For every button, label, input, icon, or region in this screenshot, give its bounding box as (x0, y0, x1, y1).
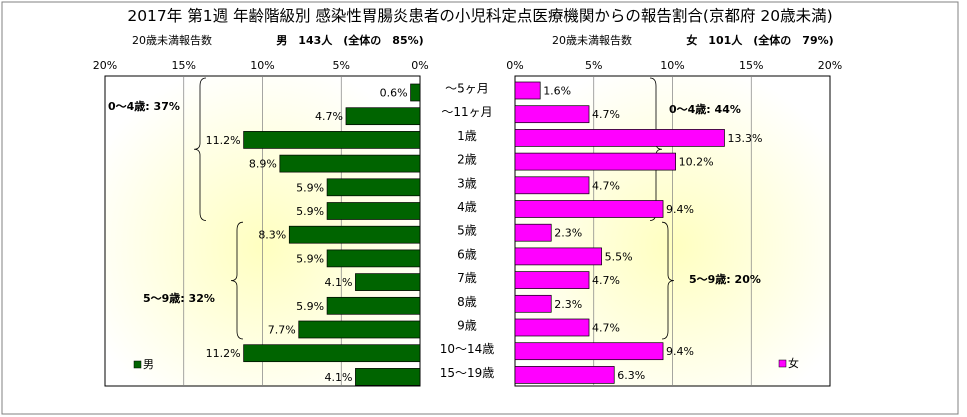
male-bar (279, 154, 421, 173)
female-bar-value-label: 6.3% (617, 369, 645, 382)
female-legend-label: 女 (788, 356, 799, 370)
male-bar (410, 83, 421, 102)
male-bracket-5-9 (230, 221, 244, 340)
male-x-tick-label: 20% (93, 59, 117, 72)
male-annotation-5-9: 5～9歳: 32% (143, 291, 215, 305)
male-bar (355, 273, 421, 291)
male-bar-value-label: 11.2% (206, 347, 241, 360)
male-x-tick-label: 0% (411, 59, 428, 72)
female-bar (514, 129, 725, 147)
age-category-label: 5歳 (457, 224, 477, 238)
female-bar-value-label: 1.6% (543, 85, 571, 98)
female-legend-swatch (778, 359, 787, 368)
age-category-label: ～11ヶ月 (441, 105, 492, 119)
female-bar-value-label: 2.3% (554, 298, 582, 311)
female-bar-value-label: 4.7% (592, 274, 620, 287)
age-category-label: ～5ヶ月 (445, 82, 489, 96)
female-x-tick-label: 0% (506, 59, 523, 72)
female-bracket-5-9 (661, 221, 675, 340)
female-x-tick-label: 20% (818, 59, 842, 72)
female-bar (514, 200, 664, 218)
age-category-label: 2歳 (457, 153, 477, 167)
female-bar (514, 294, 552, 313)
age-category-label: 9歳 (457, 319, 477, 333)
male-bar-value-label: 8.9% (249, 158, 277, 171)
female-bar-value-label: 13.3% (727, 132, 762, 145)
female-bar-value-label: 2.3% (554, 227, 582, 240)
male-x-tick-label: 10% (250, 59, 274, 72)
age-category-label: 15～19歳 (440, 366, 495, 380)
male-bar (298, 320, 421, 339)
female-bar (514, 105, 590, 124)
male-x-tick-label: 15% (172, 59, 196, 72)
left-header-label: 20歳未満報告数 (132, 34, 212, 47)
male-bar (243, 344, 421, 363)
male-bar (326, 249, 421, 268)
female-bar-value-label: 10.2% (679, 156, 714, 169)
female-bar (514, 223, 552, 242)
male-bar-value-label: 5.9% (296, 252, 324, 265)
female-bar (514, 318, 590, 337)
male-annotation-0-4: 0～4歳: 37% (108, 99, 180, 113)
female-bar-value-label: 4.7% (592, 108, 620, 121)
male-legend-label: 男 (143, 358, 154, 371)
age-category-label: 7歳 (457, 271, 477, 285)
age-category-label: 8歳 (457, 295, 477, 309)
female-bar (514, 247, 602, 266)
age-category-label: 4歳 (457, 200, 477, 214)
male-bar (243, 131, 421, 149)
male-legend-swatch (133, 360, 142, 369)
male-bar-value-label: 0.6% (380, 87, 408, 100)
female-bar (514, 366, 615, 384)
male-bar-value-label: 11.2% (206, 134, 241, 147)
male-bar-value-label: 5.9% (296, 181, 324, 194)
female-bar-value-label: 5.5% (605, 250, 633, 263)
female-annotation-5-9: 5～9歳: 20% (689, 272, 761, 286)
female-bar-value-label: 4.7% (592, 179, 620, 192)
male-bar (326, 202, 421, 220)
right-header-summary: 女 101人 (全体の 79%) (686, 33, 833, 47)
female-annotation-0-4: 0～4歳: 44% (669, 102, 741, 116)
female-bar-value-label: 9.4% (666, 203, 694, 216)
male-bar-value-label: 5.9% (296, 300, 324, 313)
male-bar (326, 178, 421, 197)
right-header-label: 20歳未満報告数 (552, 34, 632, 47)
male-bracket-0-4 (193, 77, 207, 221)
male-bar-value-label: 4.1% (324, 276, 352, 289)
female-bar (514, 271, 590, 289)
chart-title: 2017年 第1週 年齢階級別 感染性胃腸炎患者の小児科定点医療機関からの報告割… (127, 7, 832, 25)
male-bar-value-label: 4.1% (324, 371, 352, 384)
female-x-tick-label: 10% (660, 59, 684, 72)
left-header-summary: 男 143人 (全体の 85%) (276, 33, 423, 47)
female-bar-value-label: 9.4% (666, 345, 694, 358)
male-bar (355, 368, 421, 386)
female-x-tick-label: 5% (585, 59, 602, 72)
male-bar (288, 225, 421, 244)
female-bar-value-label: 4.7% (592, 322, 620, 335)
female-bar (514, 176, 590, 195)
male-x-tick-label: 5% (333, 59, 350, 72)
age-category-label: 1歳 (457, 129, 477, 143)
male-bar (345, 107, 421, 126)
age-category-label: 10～14歳 (440, 342, 495, 356)
male-bar-value-label: 4.7% (315, 110, 343, 123)
female-bar (514, 152, 676, 171)
female-bar (514, 81, 541, 100)
age-category-label: 3歳 (457, 176, 477, 190)
male-bar-value-label: 5.9% (296, 205, 324, 218)
male-bar (326, 296, 421, 315)
age-category-label: 6歳 (457, 247, 477, 261)
male-bar-value-label: 8.3% (258, 229, 286, 242)
female-x-tick-label: 15% (739, 59, 763, 72)
male-bar-value-label: 7.7% (268, 324, 296, 337)
female-bar (514, 342, 664, 361)
